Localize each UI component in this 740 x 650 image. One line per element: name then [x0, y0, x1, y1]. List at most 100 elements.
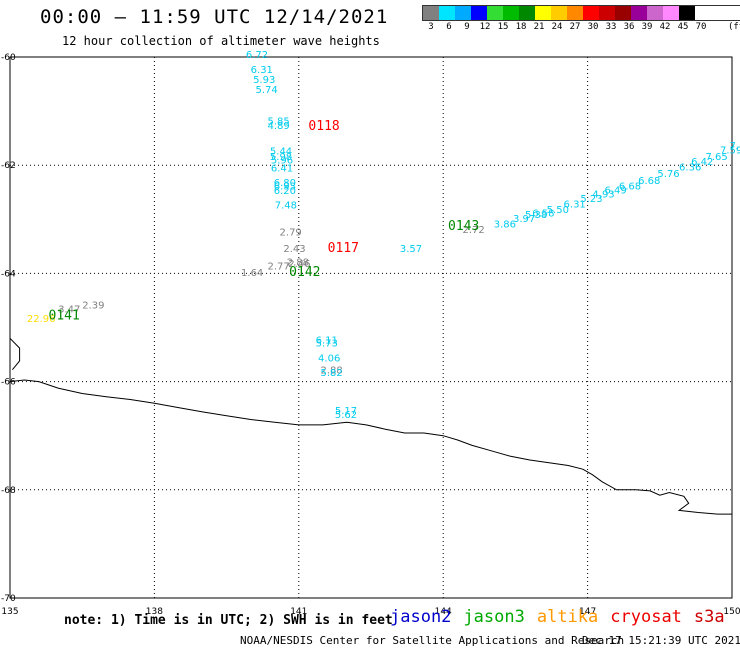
wave-height-value: 4.93 — [592, 190, 614, 201]
legend-label: 3 — [428, 22, 434, 32]
wave-height-value: 6.31 — [251, 65, 273, 76]
wave-height-value: 5.73 — [316, 338, 338, 349]
legend-swatch — [663, 6, 679, 20]
legend-swatch — [567, 6, 583, 20]
wave-height-value: 5.96 — [271, 156, 293, 167]
wave-height-value: 5.44 — [270, 146, 292, 157]
lon-tick-label: 135 — [1, 607, 18, 617]
legend-swatch — [583, 6, 599, 20]
pass-id-label: 0117 — [328, 241, 359, 256]
wave-height-value: 6.42 — [691, 157, 713, 168]
legend-swatch — [599, 6, 615, 20]
wave-height-value: 5.98 — [270, 152, 292, 163]
wave-height-value: 6.68 — [619, 182, 641, 193]
lat-tick-label: -66 — [1, 378, 16, 388]
satellite-label: cryosat — [610, 607, 682, 627]
coastline — [9, 379, 732, 515]
legend-label: 39 — [641, 22, 653, 32]
satellite-label: altika — [536, 607, 599, 627]
wave-height-value: 6.68 — [638, 176, 660, 187]
wave-height-value: 5.74 — [255, 85, 277, 96]
satellite-legend: jason2 jason3 altika cryosat s3a — [390, 607, 737, 627]
pass-id-label: 0141 — [49, 308, 80, 323]
legend-swatch — [423, 6, 439, 20]
pass-id-label: 0142 — [289, 265, 320, 280]
legend-label: 9 — [464, 22, 470, 32]
wave-height-value: 2.72 — [462, 225, 484, 236]
satellite-label: jason2 — [390, 607, 452, 627]
wave-height-value: 6.58 — [532, 209, 554, 220]
legend-swatch — [439, 6, 455, 20]
footer-date: Dec 17 15:21:39 UTC 2021 — [582, 634, 740, 647]
legend-swatch — [647, 6, 663, 20]
legend-swatch — [471, 6, 487, 20]
wave-height-value: 2.43 — [283, 244, 305, 255]
wave-height-value: 6.41 — [271, 164, 293, 175]
wave-height-value: 3.57 — [400, 244, 422, 255]
wave-height-value: 2.88 — [287, 257, 309, 268]
legend-label: 27 — [569, 22, 581, 32]
coastline-fragment — [9, 337, 21, 371]
wave-height-value: 2.79 — [280, 228, 302, 239]
pass-id-label: 0143 — [448, 219, 479, 234]
wave-height-value: 2.39 — [82, 301, 104, 312]
legend-swatch — [551, 6, 567, 20]
wave-height-value: 22.96 — [27, 314, 56, 325]
lon-tick-label: 147 — [579, 607, 596, 617]
legend-swatch — [615, 6, 631, 20]
legend-label: 6 — [446, 22, 452, 32]
footer-note: note: 1) Time is in UTC; 2) SWH is in fe… — [64, 613, 393, 628]
legend-label: 42 — [659, 22, 671, 32]
wave-height-value: 3.97 — [513, 214, 535, 225]
legend-unit: (ft) — [728, 22, 740, 32]
lat-tick-label: -60 — [1, 53, 16, 63]
wave-height-value: 5.50 — [547, 205, 569, 216]
lon-tick-label: 138 — [146, 607, 163, 617]
wave-height-value: 5.62 — [335, 410, 357, 421]
map-title: 00:00 – 11:59 UTC 12/14/2021 — [40, 6, 389, 28]
wave-height-value: 5.76 — [657, 169, 679, 180]
legend-label: 15 — [497, 22, 509, 32]
wave-height-value: 6.93 — [274, 182, 296, 193]
legend-label: 45 — [677, 22, 689, 32]
legend-label: 24 — [551, 22, 563, 32]
lon-tick-label: 150 — [723, 607, 740, 617]
wave-height-value: 6.49 — [604, 185, 626, 196]
map-subtitle: 12 hour collection of altimeter wave hei… — [62, 34, 380, 48]
wave-height-value: 4.06 — [318, 354, 340, 365]
pass-id-label: 0118 — [308, 119, 339, 134]
wave-height-value: 5.38 — [525, 210, 547, 221]
wave-height-value: 2.88 — [320, 365, 342, 376]
wave-height-value: 1.64 — [241, 268, 263, 279]
lat-tick-label: -70 — [1, 594, 16, 604]
wave-height-value: 6.11 — [316, 336, 338, 347]
legend-swatch — [631, 6, 647, 20]
wave-height-value: 4.89 — [268, 121, 290, 132]
wave-height-value: 3.86 — [494, 219, 516, 230]
legend-label: 33 — [605, 22, 617, 32]
lon-tick-label: 144 — [435, 607, 452, 617]
wave-height-value: 5.17 — [335, 406, 357, 417]
wave-height-value: 6.36 — [679, 163, 701, 174]
legend-swatch — [487, 6, 503, 20]
legend-label: 18 — [515, 22, 527, 32]
map-frame — [9, 56, 733, 599]
footer-credit: NOAA/NESDIS Center for Satellite Applica… — [240, 634, 625, 647]
wave-height-value: 5.23 — [580, 194, 602, 205]
wave-height-value: 6.31 — [564, 199, 586, 210]
satellite-label: jason3 — [463, 607, 525, 627]
lat-tick-label: -64 — [1, 269, 16, 279]
lat-tick-label: -62 — [1, 161, 16, 171]
lon-tick-label: 141 — [290, 607, 307, 617]
wave-height-value: 7.48 — [275, 200, 297, 211]
wave-height-value: 5.82 — [320, 368, 342, 379]
legend-swatches — [422, 5, 740, 21]
wave-height-value: 2.77 — [268, 262, 290, 273]
wave-height-value: 7.65 — [706, 152, 728, 163]
wave-height-value: 5.93 — [253, 75, 275, 86]
legend-label: 12 — [479, 22, 491, 32]
wave-height-value: 5.85 — [268, 117, 290, 128]
wave-height-value: 6.72 — [246, 50, 268, 61]
